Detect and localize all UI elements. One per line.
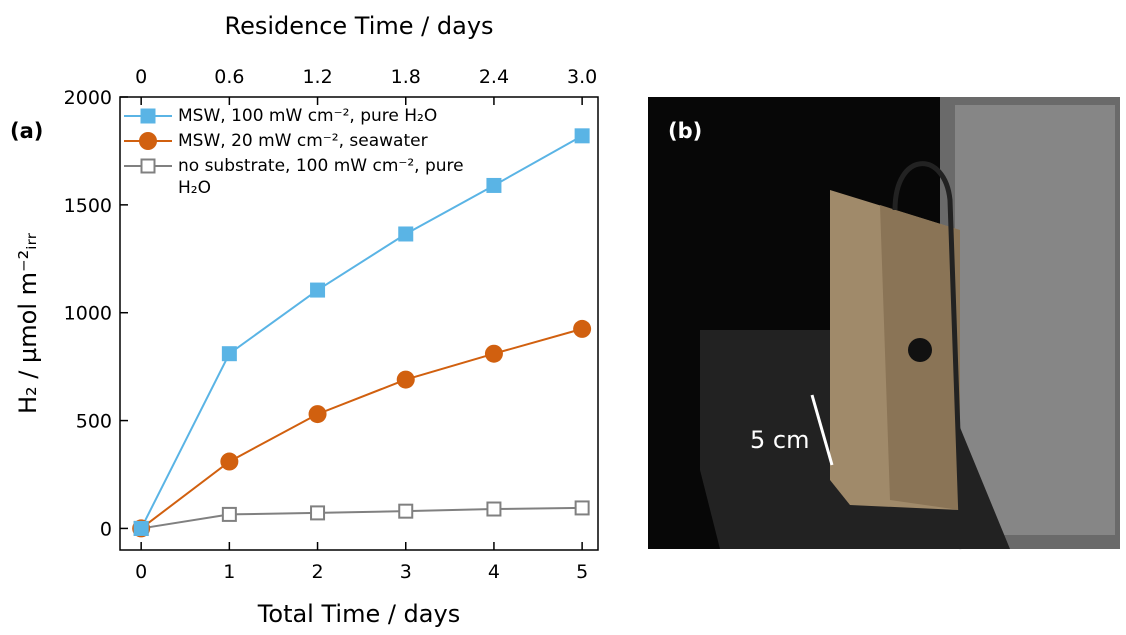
point	[574, 128, 590, 144]
knob	[908, 338, 932, 362]
x-tick-label: 3	[400, 561, 412, 583]
legend-swatch	[124, 108, 172, 124]
point	[220, 452, 239, 471]
legend-entry: no substrate, 100 mW cm⁻², pure H₂O	[122, 155, 502, 199]
point	[486, 501, 502, 517]
x-tick-label: 2	[312, 561, 324, 583]
point	[308, 405, 327, 424]
reactor-panel	[955, 105, 1115, 535]
scale-arrow	[810, 394, 834, 466]
legend-label: MSW, 100 mW cm⁻², pure H₂O	[178, 106, 438, 126]
point	[133, 520, 149, 536]
point	[486, 177, 502, 193]
x-tick-label: 5	[576, 561, 588, 583]
panel-label: (b)	[668, 119, 702, 143]
x2-tick-label: 0.6	[214, 66, 244, 88]
point	[398, 226, 414, 242]
plot-frame	[119, 96, 599, 551]
point	[221, 346, 237, 362]
chart: 0 1 2 3 4 5 0 0.6 1.2 1.8 2.4 3.0 0 500 1000 1500 2000 To…	[10, 12, 599, 628]
legend-label: no substrate, 100 mW cm⁻², pure H₂O	[178, 156, 464, 198]
point	[398, 503, 414, 519]
point	[140, 108, 156, 124]
y-tick-label: 500	[76, 411, 112, 433]
x2-axis-title: Residence Time / days	[224, 12, 493, 40]
y-tick-label: 0	[100, 518, 112, 540]
legend: MSW, 100 mW cm⁻², pure H₂O MSW, 20 mW cm⁻…	[122, 105, 502, 199]
legend-swatch	[124, 158, 172, 174]
point	[310, 282, 326, 298]
legend-swatch	[124, 132, 172, 150]
x2-tick-label: 1.2	[302, 66, 332, 88]
legend-entry: MSW, 100 mW cm⁻², pure H₂O	[122, 105, 502, 127]
x2-tick-label: 2.4	[479, 66, 509, 88]
y-tick-label: 2000	[64, 87, 112, 109]
point	[396, 370, 415, 389]
y-axis-title: H₂ / µmol m⁻²ᵢᵣᵣ	[14, 232, 42, 414]
legend-box: MSW, 100 mW cm⁻², pure H₂O MSW, 20 mW cm⁻…	[122, 105, 502, 199]
series-line	[140, 134, 583, 529]
series-line	[141, 506, 583, 530]
point	[221, 506, 237, 522]
x-axis-title: Total Time / days	[257, 600, 460, 628]
x2-tick-label: 0	[135, 66, 147, 88]
x-tick-label: 0	[135, 561, 147, 583]
y-tick-label: 1000	[64, 303, 112, 325]
point	[574, 500, 590, 516]
series-line	[140, 327, 583, 530]
point	[310, 505, 326, 521]
photo: (b) 5 cm	[648, 97, 1120, 550]
cable	[892, 161, 965, 550]
point	[573, 319, 592, 338]
point	[139, 132, 157, 150]
x2-tick-label: 3.0	[567, 66, 597, 88]
x-tick-label: 4	[488, 561, 500, 583]
scale-label: 5 cm	[750, 426, 809, 454]
legend-entry: MSW, 20 mW cm⁻², seawater	[122, 130, 502, 152]
point	[140, 158, 156, 174]
legend-label: MSW, 20 mW cm⁻², seawater	[178, 131, 428, 151]
point	[484, 344, 503, 363]
panel-label: (a)	[10, 119, 43, 143]
x-tick-label: 1	[223, 561, 235, 583]
y-tick-label: 1500	[64, 195, 112, 217]
x2-tick-label: 1.8	[391, 66, 421, 88]
